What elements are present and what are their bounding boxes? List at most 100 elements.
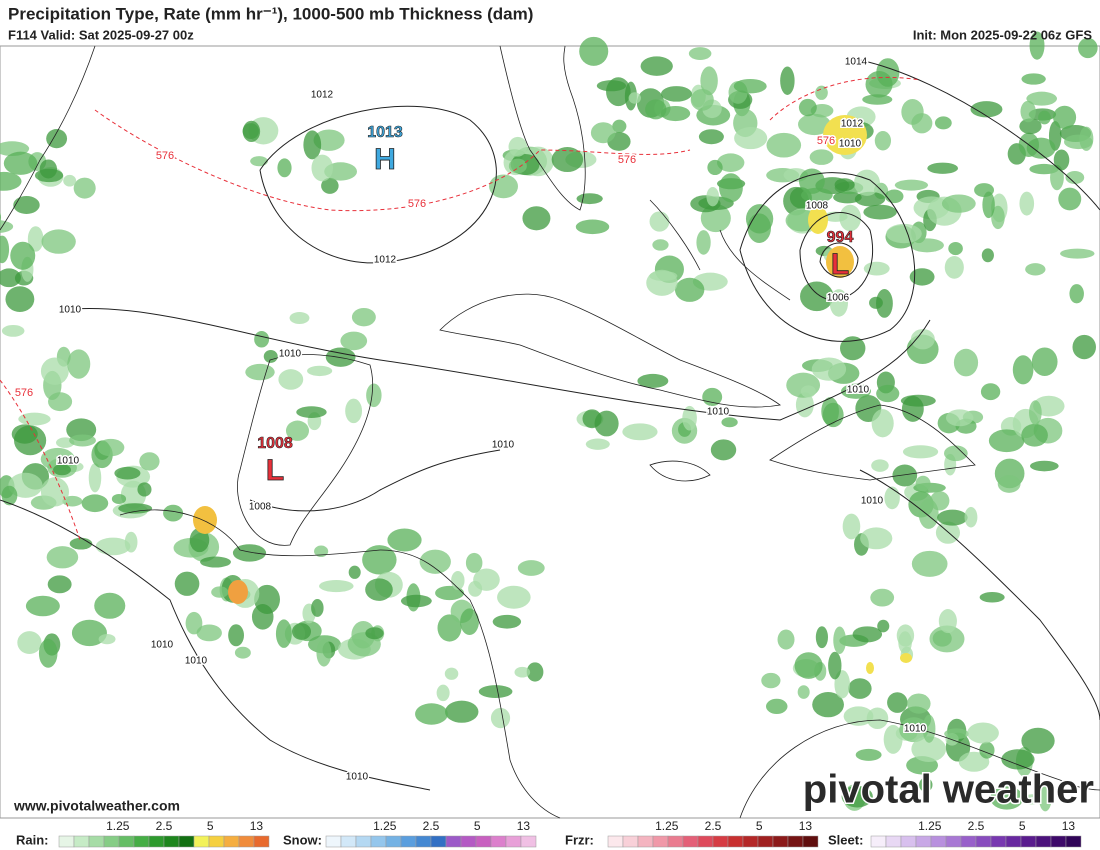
legend-swatch bbox=[697, 835, 714, 848]
precip-area bbox=[815, 626, 828, 649]
precip-area bbox=[798, 168, 825, 194]
precip-area bbox=[242, 120, 261, 143]
precip-area bbox=[981, 248, 994, 263]
precip-area bbox=[1069, 284, 1084, 304]
legend-swatch bbox=[1005, 835, 1022, 848]
legend-tick: 1.25 bbox=[106, 819, 130, 833]
legend-swatch bbox=[400, 835, 417, 848]
precip-area bbox=[894, 179, 929, 191]
legend-swatch bbox=[900, 835, 917, 848]
precip-area bbox=[1025, 263, 1046, 276]
precip-area bbox=[321, 177, 339, 194]
legend-swatch bbox=[163, 835, 180, 848]
precip-area bbox=[277, 158, 292, 178]
legend-label: Rain: bbox=[16, 832, 49, 847]
precip-area bbox=[721, 417, 738, 428]
precip-area bbox=[1053, 105, 1077, 130]
legend-swatch bbox=[430, 835, 447, 848]
isobar bbox=[59, 307, 931, 421]
precip-area bbox=[812, 692, 844, 718]
precip-area bbox=[174, 571, 200, 596]
precip-area bbox=[766, 132, 802, 158]
precip-area bbox=[1012, 355, 1034, 385]
isobar bbox=[859, 469, 1100, 721]
legend-swatch bbox=[340, 835, 357, 848]
legend-swatch bbox=[772, 835, 789, 848]
precip-area bbox=[815, 85, 828, 100]
precip-area bbox=[275, 619, 292, 648]
precip-area bbox=[944, 445, 968, 462]
heavy-precip bbox=[826, 246, 854, 278]
coastline bbox=[769, 404, 976, 481]
precip-area bbox=[922, 714, 936, 743]
precip-area bbox=[876, 289, 893, 318]
precip-area bbox=[94, 592, 126, 619]
precip-area bbox=[185, 611, 203, 635]
legend-tick: 1.25 bbox=[373, 819, 397, 833]
precip-area bbox=[18, 412, 51, 426]
precip-area bbox=[365, 578, 393, 601]
precip-area bbox=[869, 296, 883, 309]
coastline bbox=[739, 719, 1100, 819]
precip-area bbox=[811, 357, 847, 381]
precip-area bbox=[478, 685, 513, 699]
pressure-letter: H bbox=[374, 143, 396, 176]
legend-tick: 5 bbox=[756, 819, 763, 833]
precip-area bbox=[40, 357, 69, 385]
precip-area bbox=[833, 626, 847, 655]
legend-tick: 5 bbox=[207, 819, 214, 833]
isobar bbox=[0, 499, 431, 791]
precip-area bbox=[1078, 37, 1098, 59]
precip-area bbox=[733, 78, 767, 94]
precip-area bbox=[1026, 137, 1056, 159]
precip-area bbox=[508, 136, 528, 157]
precip-area bbox=[8, 472, 43, 498]
precip-area bbox=[582, 409, 602, 429]
precip-area bbox=[490, 707, 511, 729]
precip-area bbox=[688, 47, 712, 60]
precip-area bbox=[628, 92, 642, 104]
legend-swatch bbox=[193, 835, 210, 848]
precip-area bbox=[910, 329, 935, 350]
legend-swatch bbox=[103, 835, 120, 848]
legend-swatch bbox=[712, 835, 729, 848]
legend-tick: 2.5 bbox=[968, 819, 985, 833]
legend-swatch bbox=[727, 835, 744, 848]
heavy-precip bbox=[866, 662, 874, 674]
precip-area bbox=[706, 186, 720, 207]
precip-area bbox=[590, 122, 616, 144]
precip-area bbox=[319, 580, 354, 593]
precip-area bbox=[53, 464, 71, 476]
thickness-label: 576 bbox=[156, 150, 174, 162]
precip-area bbox=[211, 586, 229, 598]
precip-area bbox=[719, 173, 743, 203]
precip-area bbox=[234, 646, 251, 659]
precip-area bbox=[909, 268, 935, 286]
isobar-label: 1012 bbox=[311, 90, 334, 101]
precip-area bbox=[640, 56, 673, 76]
isobar-label: 1010 bbox=[185, 656, 208, 667]
precip-area bbox=[444, 667, 459, 680]
precip-area bbox=[1031, 347, 1058, 376]
precip-area bbox=[843, 706, 874, 726]
precip-area bbox=[911, 113, 933, 134]
precip-area bbox=[387, 528, 422, 552]
coastline bbox=[649, 199, 701, 271]
legend-swatch bbox=[253, 835, 270, 848]
legend-swatch bbox=[178, 835, 195, 848]
precip-area bbox=[990, 786, 1024, 810]
precip-area bbox=[863, 204, 897, 220]
coastline bbox=[237, 354, 374, 546]
legend-swatch bbox=[73, 835, 90, 848]
precip-area bbox=[777, 629, 795, 650]
precip-area bbox=[606, 77, 631, 107]
precip-area bbox=[901, 395, 924, 422]
precip-area bbox=[953, 348, 979, 377]
precip-area bbox=[841, 785, 873, 808]
precip-area bbox=[710, 439, 737, 461]
precip-area bbox=[196, 624, 222, 642]
isobar-label: 1014 bbox=[845, 57, 868, 68]
precip-area bbox=[809, 149, 834, 165]
precip-area bbox=[508, 158, 527, 174]
precip-area bbox=[1020, 100, 1036, 123]
